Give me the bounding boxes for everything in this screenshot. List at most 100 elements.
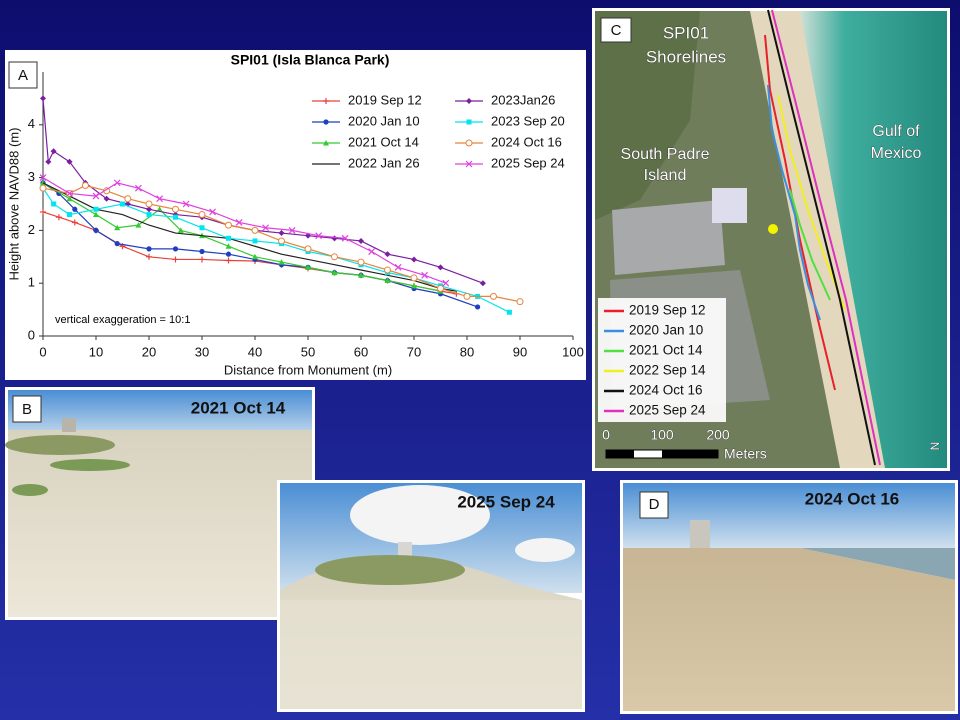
x-tick-label: 0 xyxy=(39,344,46,359)
point xyxy=(120,201,125,207)
scale-bar xyxy=(662,450,718,458)
point xyxy=(45,158,52,165)
map-sea xyxy=(800,11,947,468)
point xyxy=(410,274,418,282)
point xyxy=(81,182,89,190)
point xyxy=(199,256,205,263)
point xyxy=(67,212,72,218)
point xyxy=(199,225,205,231)
point xyxy=(394,263,402,271)
legend-label: 2023 Sep 20 xyxy=(491,113,565,128)
point xyxy=(182,200,190,208)
scale-unit: Meters xyxy=(724,446,767,462)
point xyxy=(475,304,481,310)
y-tick-label: 1 xyxy=(28,275,35,290)
point xyxy=(225,251,232,257)
scale-label: 0 xyxy=(602,427,610,443)
point xyxy=(421,271,429,279)
legend-label: 2025 Sep 24 xyxy=(491,155,565,170)
x-tick-label: 30 xyxy=(195,344,209,359)
map-place: South Padre xyxy=(621,146,710,163)
photo-cloud xyxy=(350,485,490,545)
shoreline xyxy=(771,9,881,466)
chart: SPI01 (Isla Blanca Park) Distance from M… xyxy=(6,52,583,378)
chart-panel xyxy=(5,50,586,380)
point xyxy=(262,224,270,232)
photo-vegetation xyxy=(315,555,465,585)
photo-date: 2024 Oct 16 xyxy=(805,489,900,508)
point xyxy=(66,158,73,165)
point xyxy=(146,212,152,218)
point xyxy=(156,195,164,203)
line xyxy=(42,182,457,292)
point xyxy=(145,200,153,208)
map-legend-entries: 2019 Sep 12 2020 Jan 10 2021 Oct 14 2022 Se… xyxy=(604,303,706,418)
panel-label: A xyxy=(18,67,28,84)
photo-b: B 2021 Oct 14 xyxy=(5,387,315,620)
chart-title: SPI01 (Isla Blanca Park) xyxy=(231,52,390,68)
point xyxy=(466,119,472,125)
legend-label: 2020 Jan 10 xyxy=(348,113,420,128)
map-monument xyxy=(768,224,778,234)
point xyxy=(198,211,206,219)
shoreline xyxy=(767,84,821,321)
point xyxy=(172,246,179,252)
point xyxy=(466,98,472,104)
map-vegetation xyxy=(595,11,700,220)
panel-label-box xyxy=(639,491,669,519)
photo-d: D 2024 Oct 16 xyxy=(620,480,958,714)
point xyxy=(40,95,46,102)
series xyxy=(39,174,450,287)
point xyxy=(442,279,450,287)
point xyxy=(368,248,376,255)
map-place: Island xyxy=(644,167,687,184)
panel-label: B xyxy=(22,401,32,418)
legend-label: 2024 Oct 16 xyxy=(491,134,562,149)
point xyxy=(251,226,259,234)
point xyxy=(323,140,329,146)
point xyxy=(252,238,258,244)
point xyxy=(39,174,47,182)
map-legend-label: 2022 Sep 14 xyxy=(629,363,706,378)
series xyxy=(42,182,457,292)
point xyxy=(225,221,232,229)
x-tick-label: 10 xyxy=(89,344,103,359)
point xyxy=(40,208,46,215)
point xyxy=(384,251,391,258)
legend-label: 2023Jan26 xyxy=(491,92,555,107)
point xyxy=(323,98,329,104)
point xyxy=(358,272,364,278)
point xyxy=(506,309,512,315)
point xyxy=(50,148,57,155)
point xyxy=(479,280,486,287)
map-legend-label: 2024 Oct 16 xyxy=(629,383,703,398)
panel-label: D xyxy=(649,496,660,513)
point xyxy=(156,206,163,212)
map-shorelines xyxy=(764,9,881,466)
legend-label: 2022 Jan 26 xyxy=(348,155,420,170)
point xyxy=(331,253,338,261)
x-tick-label: 100 xyxy=(562,344,584,359)
point xyxy=(93,227,99,233)
point xyxy=(465,160,473,168)
map-legend-label: 2020 Jan 10 xyxy=(629,323,703,338)
point xyxy=(358,237,364,244)
point xyxy=(173,214,178,220)
point xyxy=(315,232,323,240)
photo-vegetation xyxy=(12,484,48,496)
point xyxy=(341,234,349,242)
point xyxy=(463,292,471,300)
y-tick-label: 2 xyxy=(28,222,35,237)
photo-sand xyxy=(280,600,582,709)
photo-cloud xyxy=(515,538,575,562)
point xyxy=(331,269,338,276)
point xyxy=(172,205,179,213)
point xyxy=(384,277,391,284)
photo-sky xyxy=(623,483,955,548)
point xyxy=(437,264,444,271)
photo-building xyxy=(62,418,76,432)
point xyxy=(124,195,132,203)
point xyxy=(437,284,444,292)
x-tick-label: 50 xyxy=(301,344,315,359)
